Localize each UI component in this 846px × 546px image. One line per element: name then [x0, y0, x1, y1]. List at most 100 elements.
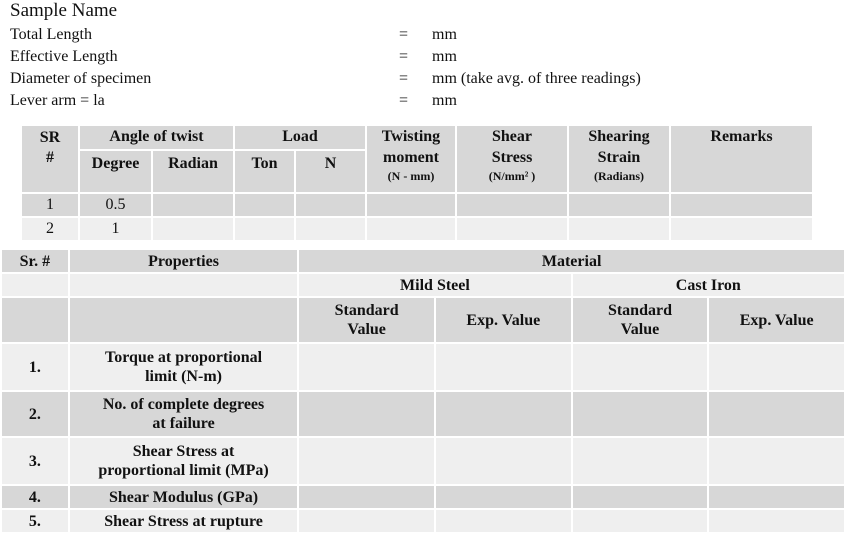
- sample-name-title: Sample Name: [10, 0, 118, 21]
- info-label: Effective Length: [10, 48, 118, 65]
- blank-cell: [69, 298, 298, 342]
- blank-cell: [69, 274, 298, 296]
- info-unit: mm: [432, 92, 457, 109]
- standard-line2: Value: [347, 321, 386, 338]
- ton-cell: [235, 218, 294, 240]
- info-equals: =: [399, 70, 409, 87]
- mild-steel-exp-header: Exp. Value: [435, 298, 571, 342]
- property-line1: Shear Stress at: [132, 443, 235, 460]
- shear-stress-line2: Stress: [491, 149, 533, 166]
- shearing-strain-cell: [569, 194, 669, 216]
- twisting-moment-cell: [367, 194, 455, 216]
- value-cell: [709, 438, 844, 484]
- info-row-diameter: Diameter of specimen = mm (take avg. of …: [10, 68, 840, 90]
- info-equals: =: [399, 92, 409, 109]
- info-label: Diameter of specimen: [10, 70, 152, 87]
- value-cell: [435, 344, 571, 390]
- angle-of-twist-header: Angle of twist: [80, 126, 233, 149]
- twisting-moment-unit: (N - mm): [387, 169, 435, 183]
- shearing-strain-unit: (Radians): [593, 169, 644, 183]
- row-number: 3.: [2, 438, 68, 484]
- value-cell: [572, 510, 708, 532]
- sr-header: SR #: [22, 126, 78, 192]
- degree-header: Degree: [80, 150, 151, 192]
- value-cell: [435, 510, 571, 532]
- shearing-strain-header: Shearing Strain (Radians): [569, 126, 669, 192]
- ton-cell: [235, 194, 294, 216]
- row-number: 5.: [2, 510, 68, 532]
- readings-table: SR # Angle of twist Load Twisting moment…: [20, 124, 814, 242]
- cast-iron-header: Cast Iron: [572, 274, 844, 296]
- info-label: Lever arm = la: [10, 92, 105, 109]
- shear-stress-header: Shear Stress (N/mm² ): [457, 126, 567, 192]
- twisting-moment-line2: moment: [383, 149, 439, 166]
- n-cell: [296, 218, 365, 240]
- value-cell: [435, 486, 571, 508]
- value-cell: [299, 344, 434, 390]
- n-cell: [296, 194, 365, 216]
- standard-line1: Standard: [607, 302, 672, 319]
- property-label: Torque at proportional limit (N-m): [69, 344, 298, 390]
- value-cell: [572, 392, 708, 436]
- table-row: 1. Torque at proportional limit (N-m): [2, 344, 844, 390]
- shear-stress-cell: [457, 218, 567, 240]
- row-number: 4.: [2, 486, 68, 508]
- degree-cell: 0.5: [80, 194, 151, 216]
- property-label: Shear Stress at proportional limit (MPa): [69, 438, 298, 484]
- value-cell: [709, 486, 844, 508]
- info-row-lever-arm: Lever arm = la = mm: [10, 90, 840, 112]
- info-unit: mm (take avg. of three readings): [432, 70, 641, 87]
- properties-table: Sr. # Properties Material Mild Steel Cas…: [0, 248, 846, 534]
- radian-header: Radian: [153, 150, 233, 192]
- remarks-cell: [671, 218, 812, 240]
- mild-steel-standard-header: Standard Value: [299, 298, 434, 342]
- property-line2: limit (N-m): [145, 368, 222, 385]
- shearing-strain-cell: [569, 218, 669, 240]
- shearing-strain-line1: Shearing: [588, 128, 650, 145]
- property-line1: No. of complete degrees: [102, 396, 265, 413]
- value-cell: [709, 344, 844, 390]
- value-cell: [435, 438, 571, 484]
- info-row-effective-length: Effective Length = mm: [10, 46, 840, 68]
- material-header: Material: [299, 250, 844, 272]
- twisting-moment-header: Twisting moment (N - mm): [367, 126, 455, 192]
- cast-iron-exp-header: Exp. Value: [709, 298, 844, 342]
- properties-header: Properties: [69, 250, 298, 272]
- row-number: 1.: [2, 344, 68, 390]
- twisting-moment-line1: Twisting: [381, 128, 441, 145]
- value-cell: [572, 486, 708, 508]
- info-unit: mm: [432, 26, 457, 43]
- property-label: Shear Stress at rupture: [69, 510, 298, 532]
- specimen-info: Total Length = mm Effective Length = mm …: [10, 24, 840, 112]
- info-row-total-length: Total Length = mm: [10, 24, 840, 46]
- table-row: 3. Shear Stress at proportional limit (M…: [2, 438, 844, 484]
- load-header: Load: [235, 126, 365, 149]
- twisting-moment-cell: [367, 218, 455, 240]
- sr-header: Sr. #: [2, 250, 68, 272]
- remarks-cell: [671, 194, 812, 216]
- row-number: 2.: [2, 392, 68, 436]
- table-row: 2. No. of complete degrees at failure: [2, 392, 844, 436]
- value-cell: [299, 486, 434, 508]
- table-row: 5. Shear Stress at rupture: [2, 510, 844, 532]
- sr-header-bottom: #: [46, 149, 54, 166]
- cast-iron-standard-header: Standard Value: [572, 298, 708, 342]
- standard-line2: Value: [620, 321, 660, 338]
- radian-cell: [153, 194, 233, 216]
- standard-line1: Standard: [334, 302, 399, 319]
- shear-stress-cell: [457, 194, 567, 216]
- value-cell: [709, 392, 844, 436]
- shear-stress-unit: (N/mm² ): [488, 169, 536, 183]
- value-cell: [299, 392, 434, 436]
- blank-cell: [2, 298, 68, 342]
- table-row: 1 0.5: [22, 194, 812, 216]
- property-label: Shear Modulus (GPa): [69, 486, 298, 508]
- sr-cell: 2: [22, 218, 78, 240]
- value-cell: [572, 438, 708, 484]
- sr-cell: 1: [22, 194, 78, 216]
- info-unit: mm: [432, 48, 457, 65]
- value-cell: [299, 438, 434, 484]
- value-cell: [572, 344, 708, 390]
- value-cell: [299, 510, 434, 532]
- info-equals: =: [399, 48, 409, 65]
